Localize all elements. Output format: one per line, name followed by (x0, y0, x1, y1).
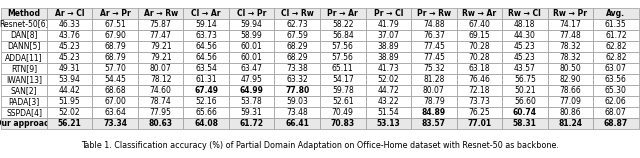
Text: Table 1. Classification accuracy (%) of Partial Domain Adaptation on Office-Home: Table 1. Classification accuracy (%) of … (81, 141, 559, 150)
